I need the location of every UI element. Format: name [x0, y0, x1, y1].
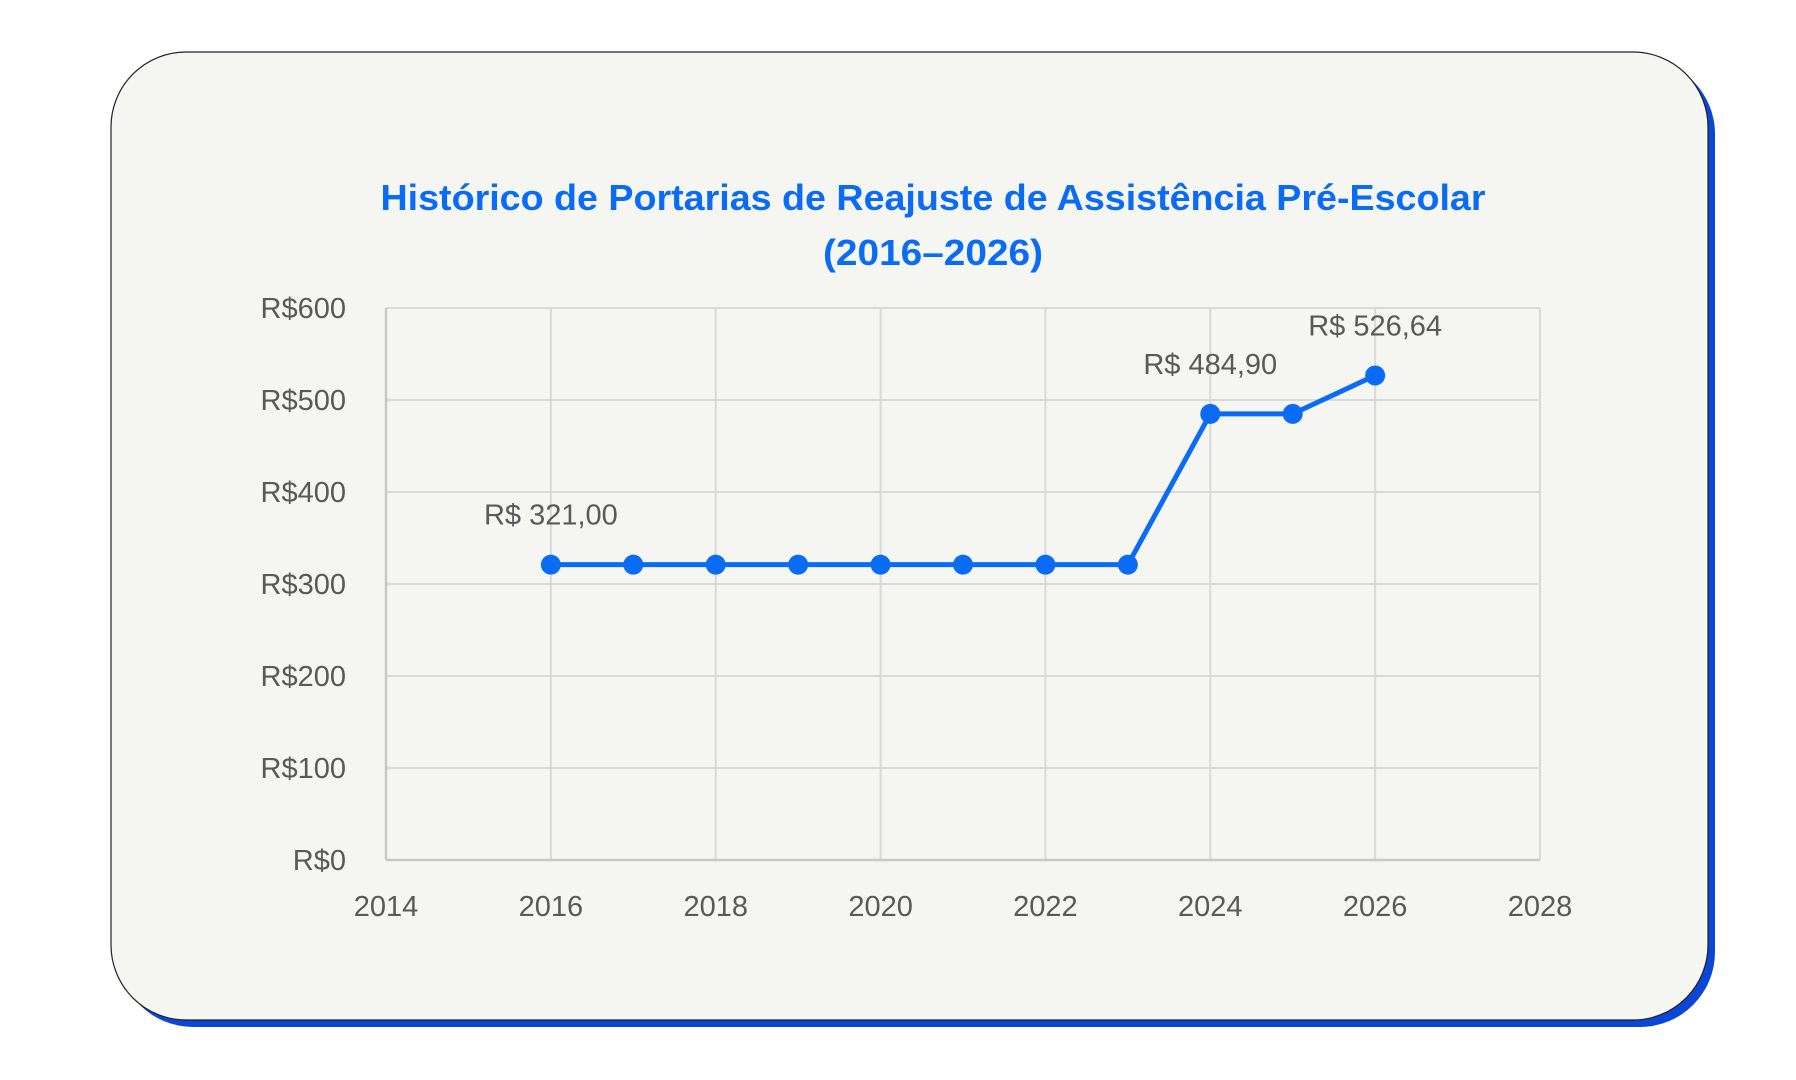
y-tick-label: R$300 [261, 569, 346, 601]
x-tick-label: 2024 [1178, 891, 1243, 923]
data-point [788, 554, 809, 575]
data-point [1365, 365, 1386, 386]
x-tick-label: 2014 [354, 891, 419, 923]
data-point [623, 554, 644, 575]
y-tick-label: R$0 [293, 845, 346, 877]
data-label: R$ 321,00 [484, 500, 618, 532]
series-layer [540, 365, 1386, 575]
data-point [1200, 403, 1221, 424]
gridlines [386, 307, 1541, 860]
data-point [870, 554, 891, 575]
data-point [540, 554, 561, 575]
x-tick-label: 2026 [1343, 891, 1408, 923]
x-tick-label: 2020 [848, 891, 913, 923]
x-tick-label: 2018 [683, 891, 748, 923]
y-tick-label: R$600 [261, 293, 346, 325]
chart-subtitle: (2016–2026) [823, 232, 1043, 273]
y-tick-label: R$100 [261, 753, 346, 785]
card-background [110, 51, 1709, 1021]
tick-labels: R$0 R$100 R$200 R$300 R$400 R$500 R$600 2014 201… [261, 293, 1573, 923]
chart-title: Histórico de Portarias de Reajuste de As… [381, 177, 1486, 218]
y-tick-label: R$400 [261, 477, 346, 509]
data-point [1117, 554, 1138, 575]
data-labels: R$ 321,00 R$ 484,90 R$ 526,64 [484, 310, 1442, 531]
x-tick-label: 2022 [1013, 891, 1078, 923]
data-point [1282, 403, 1303, 424]
data-point [705, 554, 726, 575]
y-tick-label: R$500 [261, 385, 346, 417]
data-label: R$ 484,90 [1143, 349, 1277, 381]
data-point [953, 554, 973, 575]
data-label: R$ 526,64 [1308, 310, 1442, 342]
x-tick-label: 2016 [519, 891, 584, 923]
data-point [1035, 554, 1056, 575]
y-tick-label: R$200 [261, 661, 346, 693]
x-tick-label: 2028 [1508, 891, 1573, 923]
axes [384, 308, 1540, 862]
